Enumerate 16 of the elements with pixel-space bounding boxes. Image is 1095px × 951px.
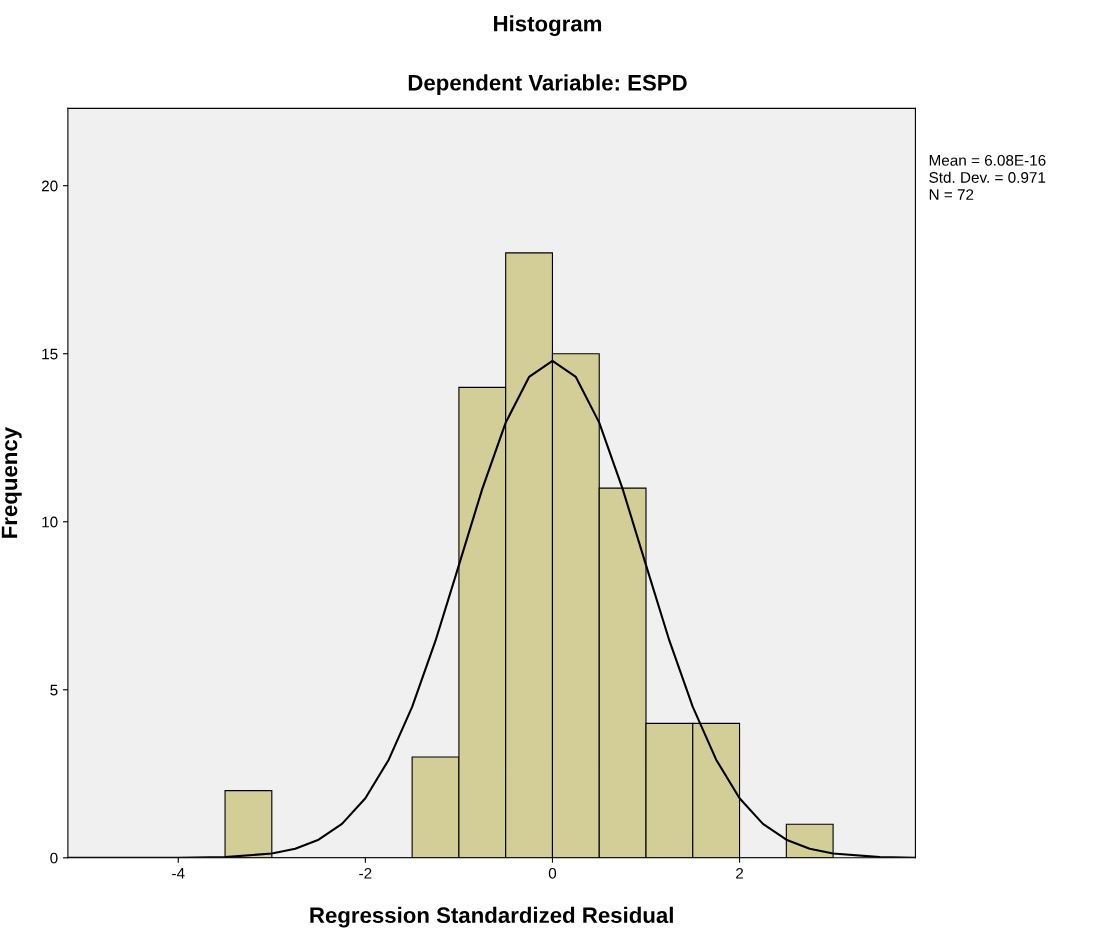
y-tick-label: 5 [50,684,58,696]
y-tick-label: 10 [42,516,58,528]
text: Std. Dev. = 0.971 [929,171,1046,183]
chart-subtitle: Dependent Variable: ESPD [408,74,687,95]
x-tick-label: -2 [359,867,372,879]
x-tick-label: 0 [548,867,557,879]
y-axis-title: Frequency [1,427,22,538]
x-tick-label: -4 [172,868,185,879]
y-tick-label: 20 [41,180,58,192]
x-axis-title: Regression Standardized Residual [310,906,673,928]
y-tick-label: 0 [50,852,58,864]
chart-title: Histogram [494,15,602,37]
y-tick-label: 15 [42,348,58,360]
text: Mean = 6.08E-16 [929,154,1046,166]
x-tick-label: 2 [736,867,744,879]
text: N = 72 [929,189,974,200]
